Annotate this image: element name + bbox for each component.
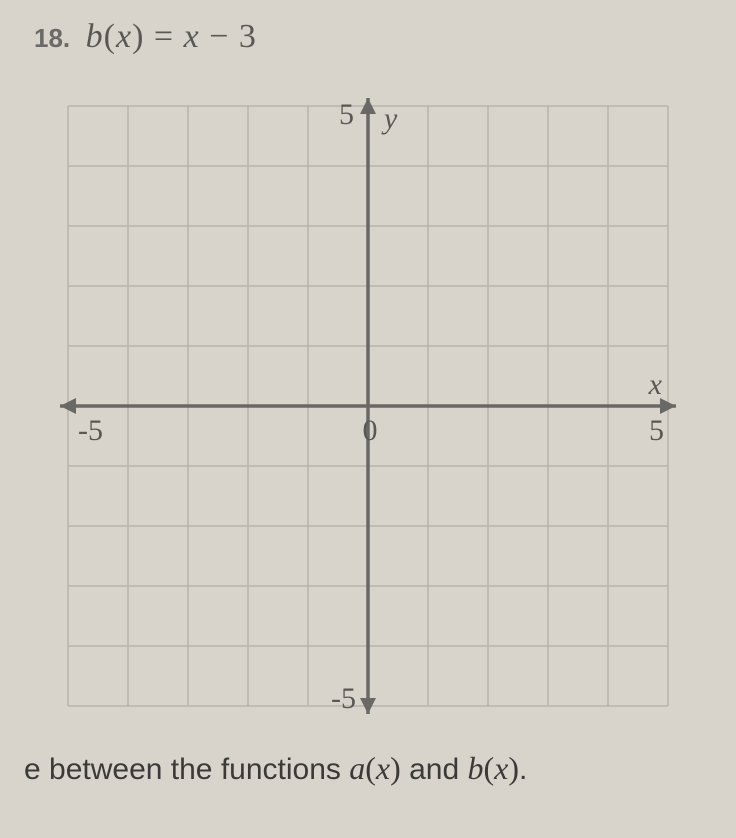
worksheet-page: 18. b(x) = x − 3 5y0-5x5-5 e between the… <box>0 0 736 787</box>
equation: b(x) = x − 3 <box>86 18 257 55</box>
svg-text:5: 5 <box>339 98 354 131</box>
problem-number: 18. <box>34 23 70 53</box>
svg-text:5: 5 <box>649 414 664 447</box>
grid-svg: 5y0-5x5-5 <box>48 86 688 726</box>
footer-mid: and <box>401 753 468 786</box>
footer-fn-b: b(x) <box>467 750 519 786</box>
svg-text:-5: -5 <box>78 414 103 447</box>
footer-suffix: . <box>519 753 527 786</box>
footer-fn-a: a(x) <box>349 750 401 786</box>
footer-prefix: e between the functions <box>24 753 349 786</box>
svg-text:-5: -5 <box>331 682 356 715</box>
footer-text: e between the functions a(x) and b(x). <box>24 750 706 787</box>
coordinate-grid: 5y0-5x5-5 <box>48 86 688 726</box>
problem-statement: 18. b(x) = x − 3 <box>34 18 706 56</box>
svg-text:y: y <box>381 102 398 135</box>
svg-text:0: 0 <box>363 414 378 447</box>
svg-text:x: x <box>648 368 663 401</box>
